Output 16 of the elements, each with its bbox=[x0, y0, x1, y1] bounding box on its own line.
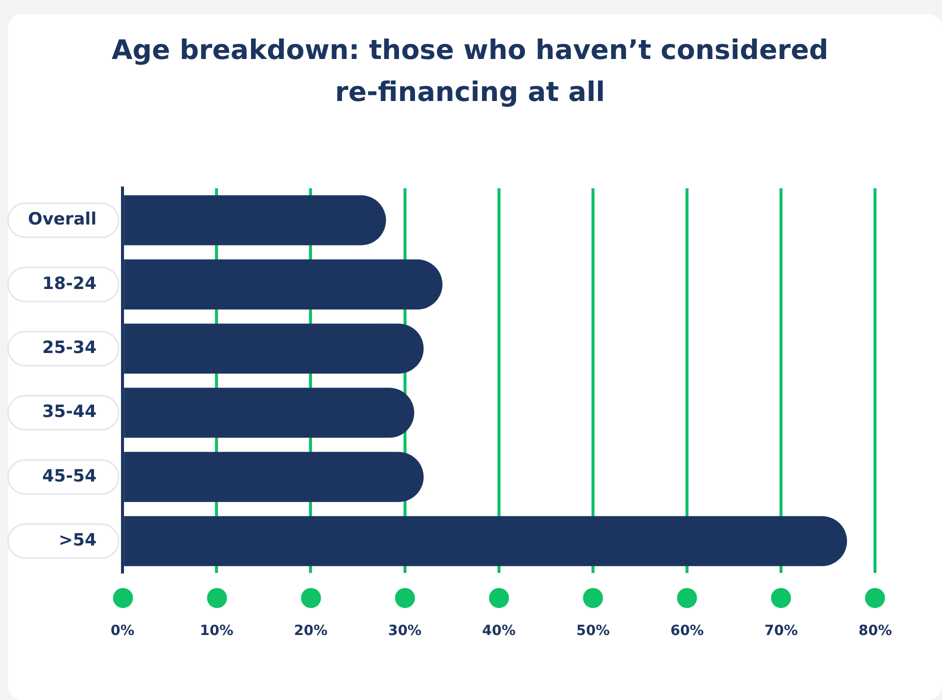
x-tick-label: 30% bbox=[388, 623, 422, 640]
x-tick-label: 40% bbox=[482, 623, 516, 640]
x-tick-label: 70% bbox=[764, 623, 798, 640]
x-tick-label: 0% bbox=[110, 623, 134, 640]
y-tick-label: >54 bbox=[58, 530, 97, 551]
y-tick-label: 25-34 bbox=[42, 338, 97, 358]
y-tick-label: Overall bbox=[28, 210, 97, 230]
x-tick-label: 10% bbox=[200, 623, 234, 640]
y-tick-label: 35-44 bbox=[42, 402, 97, 422]
x-tick-label: 80% bbox=[858, 623, 892, 640]
chart-title: Age breakdown: those who haven’t considered re-financing at all bbox=[110, 34, 830, 110]
y-tick-label: 45-54 bbox=[42, 466, 97, 486]
x-tick-label: 60% bbox=[670, 623, 704, 640]
x-tick-label: 50% bbox=[576, 623, 610, 640]
y-tick-label: 18-24 bbox=[42, 274, 97, 294]
x-tick-label: 20% bbox=[294, 623, 328, 640]
